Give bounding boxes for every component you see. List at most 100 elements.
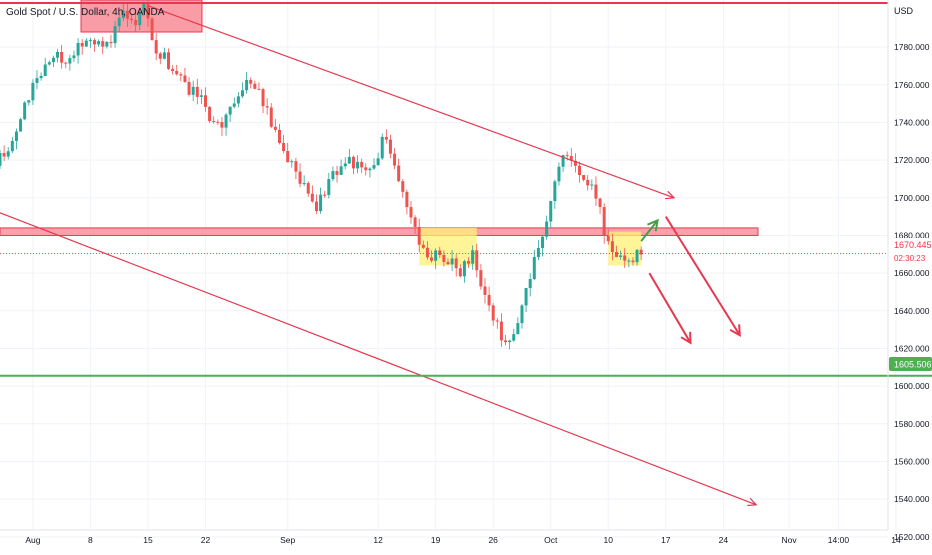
candle-body: [232, 103, 236, 107]
price-tick-label: 1580.000: [894, 419, 930, 429]
candle: [171, 65, 175, 75]
candle: [56, 48, 60, 63]
candle: [438, 246, 442, 259]
time-tick-label: 10: [604, 535, 614, 545]
candle: [6, 146, 10, 160]
time-tick-label: 15: [143, 535, 153, 545]
candle: [446, 258, 450, 265]
candle: [388, 134, 392, 159]
arrow-shaft: [648, 272, 692, 344]
candle-body: [314, 201, 318, 212]
price-tick-label: 1700.000: [894, 193, 930, 203]
candle: [393, 148, 397, 170]
candle: [458, 264, 462, 278]
candle-body: [208, 106, 212, 121]
current-price-badge-bg: [889, 238, 932, 252]
candle: [93, 38, 97, 52]
candle: [610, 233, 614, 261]
chart-title: Gold Spot / U.S. Dollar, 4h, OANDA: [6, 7, 165, 18]
candle-body: [14, 131, 18, 141]
candle: [273, 118, 277, 133]
candle: [224, 112, 228, 136]
candle-body: [368, 168, 372, 171]
candle-body: [356, 161, 360, 169]
candle-body: [51, 57, 55, 63]
candle: [491, 303, 495, 326]
candle-body: [454, 258, 458, 269]
projection-arrows: [640, 216, 741, 345]
candle: [368, 167, 372, 178]
candle: [14, 128, 18, 150]
time-axis[interactable]: Aug 8 15 22 Sep 12 19 26 Oct 10 17 24 Nov 14:00 14: [25, 535, 901, 545]
candle: [569, 147, 573, 167]
candle-body: [360, 161, 364, 168]
resistance-zone: [0, 227, 759, 236]
candle: [183, 67, 187, 83]
candle-body: [171, 68, 175, 72]
candle: [631, 257, 635, 266]
candle: [265, 98, 269, 115]
candle-body: [121, 10, 125, 18]
candle: [553, 179, 557, 209]
price-tick-label: 1540.000: [894, 494, 930, 504]
candle-body: [191, 86, 195, 95]
candle: [401, 179, 405, 198]
candle-body: [2, 153, 6, 157]
candle: [179, 72, 183, 82]
candle-body: [290, 161, 294, 163]
candle-body: [623, 255, 627, 261]
candle: [351, 155, 355, 175]
candle: [314, 194, 318, 215]
price-axis[interactable]: 1780.000 1760.000 1740.000 1720.000 1700.000…: [894, 42, 930, 542]
candle-body: [553, 181, 557, 202]
candle-body: [134, 19, 138, 26]
candle-body: [520, 305, 524, 324]
candle: [261, 87, 265, 113]
candle: [240, 82, 244, 98]
candle: [578, 161, 582, 183]
candle: [639, 246, 643, 260]
candle-body: [240, 90, 244, 97]
candle-body: [228, 106, 232, 115]
candle-body: [619, 255, 623, 257]
candle: [43, 57, 47, 77]
candle: [619, 250, 623, 260]
price-tick-label: 1620.000: [894, 343, 930, 353]
candle-body: [72, 55, 76, 59]
candle: [413, 215, 417, 234]
candle: [512, 328, 516, 342]
candle-body: [298, 171, 302, 184]
candle: [228, 106, 232, 123]
candle: [331, 166, 335, 182]
candle-body: [93, 40, 97, 45]
candle-body: [101, 41, 105, 47]
candle: [310, 185, 314, 203]
candle-body: [27, 100, 31, 103]
candle: [72, 50, 76, 62]
candle-body: [508, 340, 512, 343]
candle-body: [339, 166, 343, 175]
candle-body: [380, 136, 384, 159]
drawings: [0, 2, 932, 507]
candle-body: [594, 184, 598, 199]
candle-body: [220, 122, 224, 128]
candle: [541, 235, 545, 257]
candle: [88, 37, 92, 48]
candle-body: [512, 334, 516, 341]
candle-body: [88, 40, 92, 42]
candle: [84, 38, 88, 48]
candle-body: [483, 286, 487, 295]
candle-body: [31, 82, 35, 101]
candle: [479, 264, 483, 290]
candle-body: [598, 198, 602, 208]
candle-body: [504, 340, 508, 343]
candle: [142, 1, 146, 17]
candle: [487, 286, 491, 312]
candle-body: [606, 235, 610, 242]
candle-body: [557, 166, 561, 182]
candle-body: [76, 43, 80, 56]
candle-body: [401, 181, 405, 192]
candle-body: [146, 3, 150, 19]
candle: [195, 78, 199, 105]
